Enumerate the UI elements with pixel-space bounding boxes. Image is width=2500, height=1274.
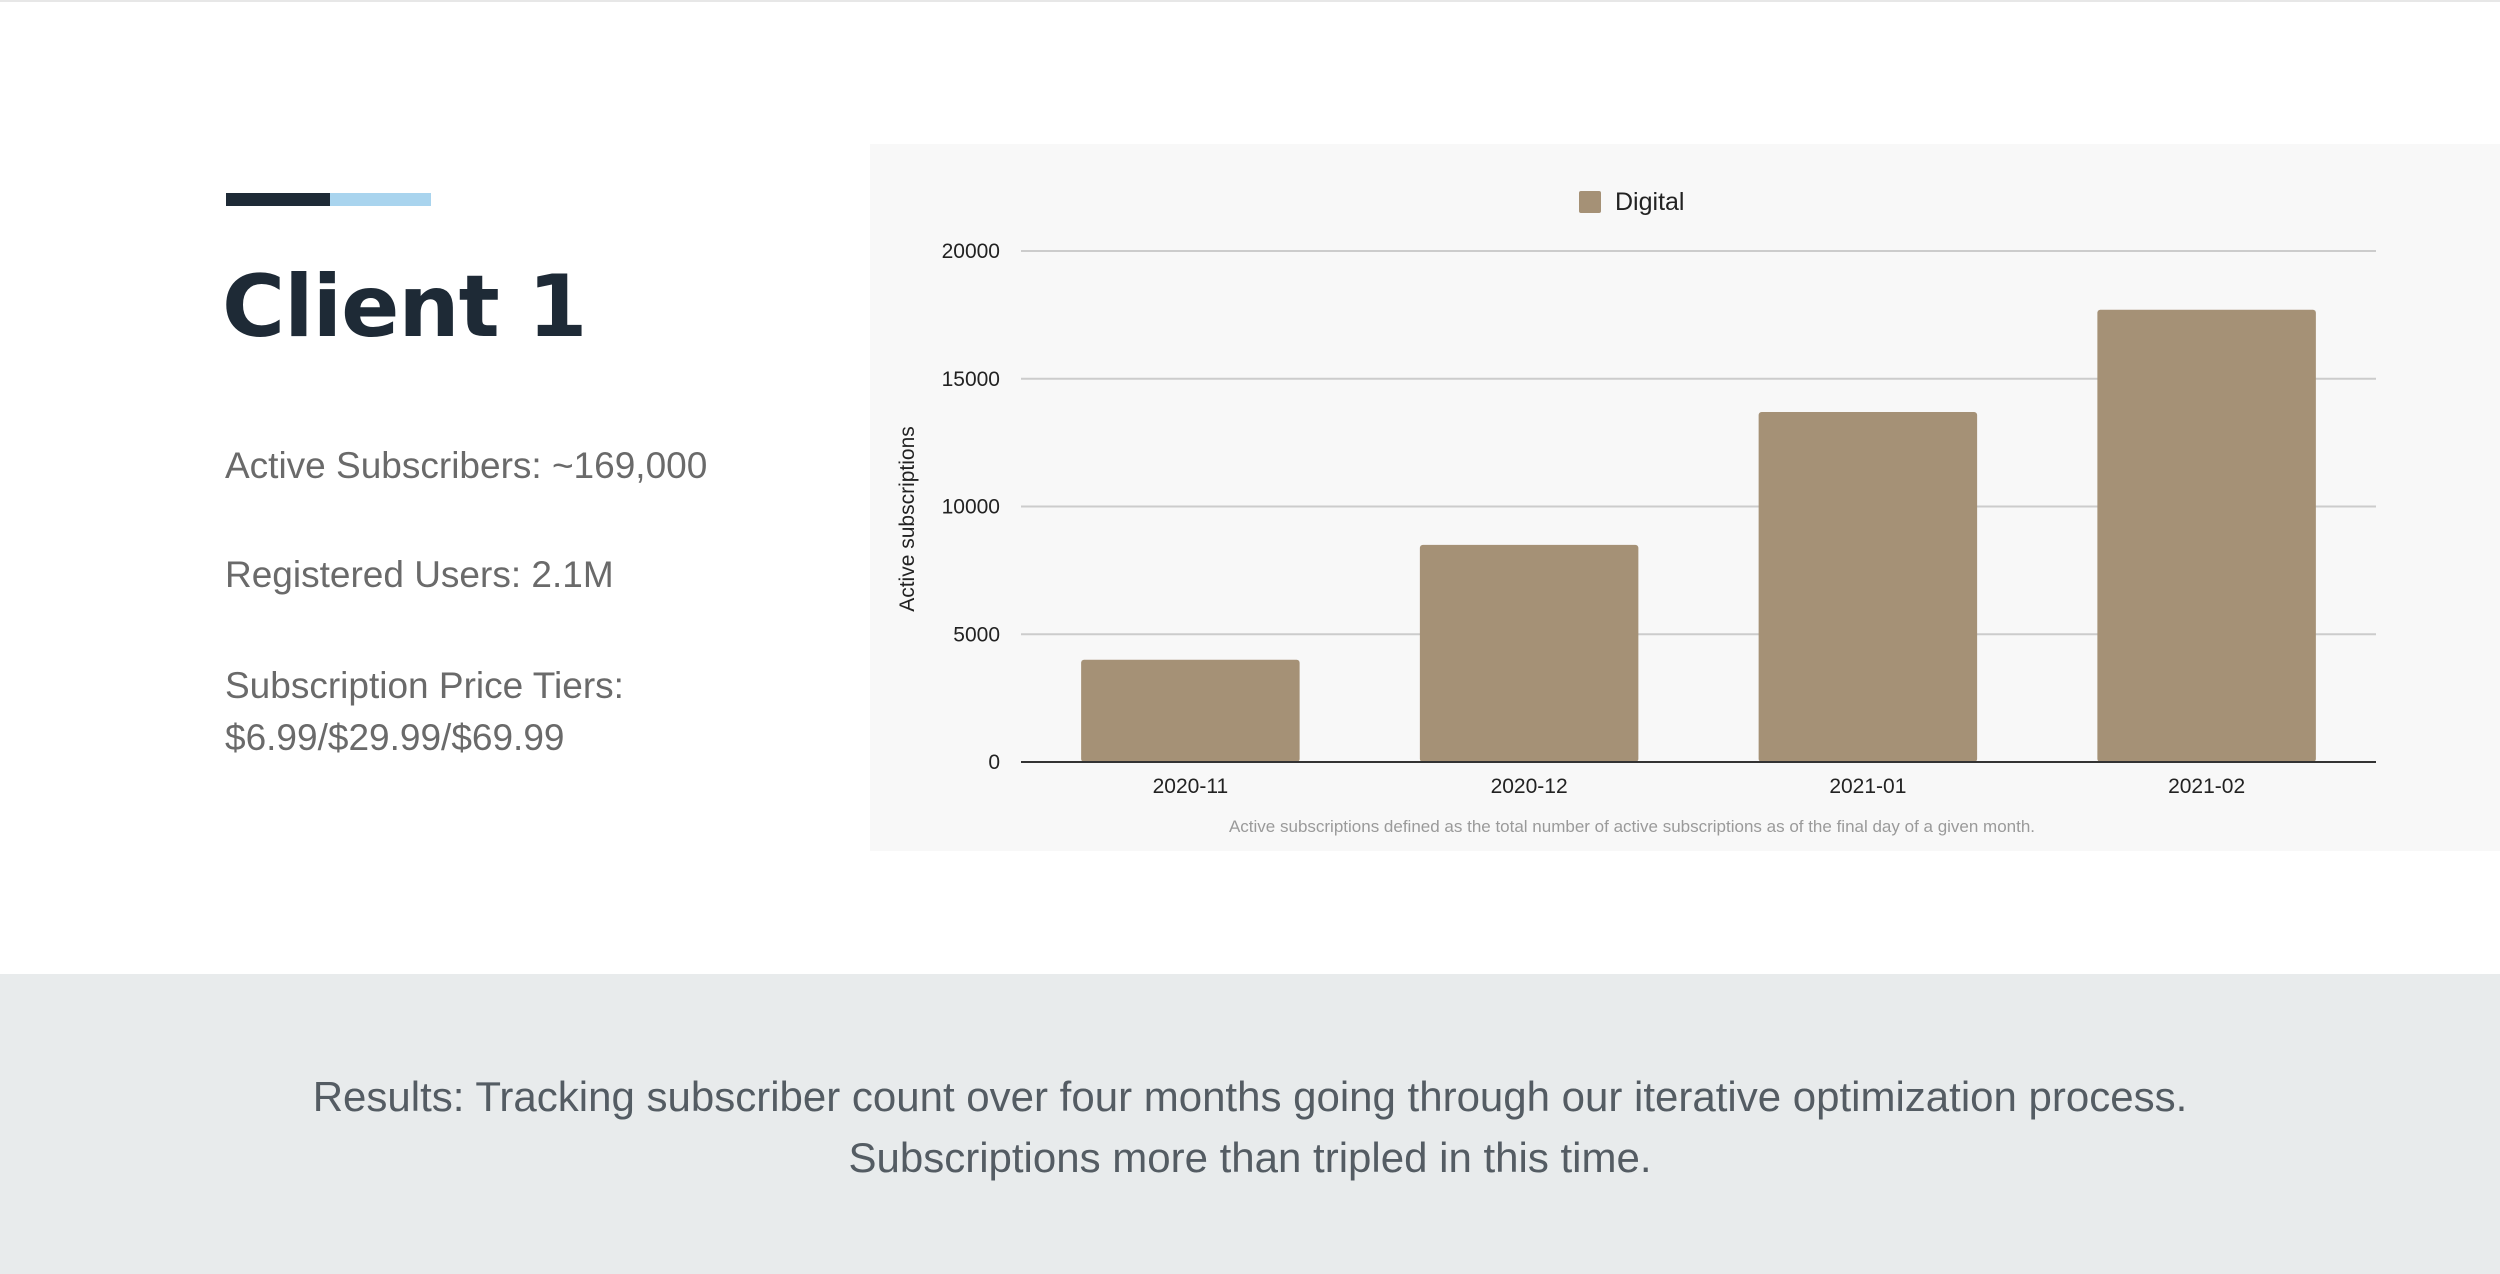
chart-svg: 0 5000 10000 15000 20000 2020-11 2020-12 2021-… bbox=[896, 188, 2376, 836]
bar-2020-11 bbox=[1081, 659, 1300, 762]
registered-users-stat: Registered Users: 2.1M bbox=[225, 554, 614, 595]
x-tick-label: 2020-12 bbox=[1491, 775, 1568, 798]
bar-2021-01 bbox=[1758, 411, 1978, 762]
y-axis-label: Active subscriptions bbox=[896, 426, 919, 612]
chart-footnote: Active subscriptions defined as the tota… bbox=[1229, 817, 2035, 836]
y-tick-label: 15000 bbox=[942, 368, 1000, 391]
client-title: Client 1 bbox=[222, 257, 588, 357]
accent-bar-dark bbox=[226, 193, 330, 206]
results-band bbox=[0, 974, 2500, 1274]
y-tick-label: 10000 bbox=[942, 496, 1000, 519]
price-tiers-label: Subscription Price Tiers: bbox=[225, 665, 624, 706]
legend-swatch bbox=[1579, 191, 1601, 213]
chart-bars bbox=[1081, 309, 2316, 762]
results-text: Results: Tracking subscriber count over … bbox=[312, 1073, 2188, 1181]
accent-bar-light bbox=[330, 193, 431, 206]
subscriptions-chart: 0 5000 10000 15000 20000 2020-11 2020-12 2021-… bbox=[870, 144, 2500, 851]
bar-2020-12 bbox=[1419, 544, 1639, 762]
y-tick-label: 0 bbox=[988, 751, 1000, 774]
chart-legend: Digital bbox=[1579, 188, 1684, 216]
x-tick-label: 2020-11 bbox=[1153, 775, 1229, 798]
price-tiers-stat: Subscription Price Tiers: $6.99/$29.99/$… bbox=[225, 660, 624, 764]
y-tick-labels: 0 5000 10000 15000 20000 bbox=[942, 240, 1000, 774]
accent-bar bbox=[226, 193, 431, 206]
top-divider bbox=[0, 0, 2500, 2]
active-subscribers-stat: Active Subscribers: ~169,000 bbox=[225, 445, 708, 486]
y-tick-label: 5000 bbox=[953, 623, 1000, 646]
legend-label: Digital bbox=[1615, 188, 1684, 216]
price-tiers-values: $6.99/$29.99/$69.99 bbox=[225, 717, 565, 758]
bar-2021-02 bbox=[2097, 309, 2316, 762]
y-tick-label: 20000 bbox=[942, 240, 1000, 263]
x-tick-label: 2021-01 bbox=[1829, 775, 1906, 798]
x-tick-labels: 2020-11 2020-12 2021-01 2021-02 bbox=[1153, 775, 2246, 798]
x-tick-label: 2021-02 bbox=[2168, 775, 2245, 798]
